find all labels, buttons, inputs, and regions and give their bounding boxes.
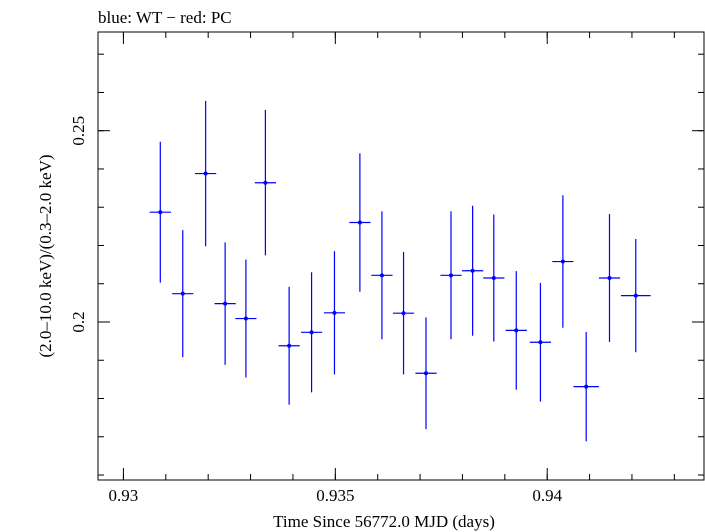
data-point bbox=[598, 214, 621, 342]
data-point bbox=[505, 271, 527, 390]
data-point bbox=[371, 211, 393, 340]
point-marker bbox=[203, 171, 208, 176]
point-marker bbox=[491, 275, 496, 280]
point-marker bbox=[538, 340, 543, 345]
data-point bbox=[254, 110, 276, 256]
data-point bbox=[278, 286, 300, 405]
axis-ticks: 0.93 0.935 0.94 0.25 0.2 bbox=[69, 32, 704, 505]
point-marker bbox=[424, 371, 429, 376]
point-marker bbox=[332, 310, 337, 315]
data-point bbox=[462, 205, 484, 336]
y-tick-label: 0.25 bbox=[69, 116, 88, 146]
data-point bbox=[529, 282, 552, 402]
point-marker bbox=[287, 343, 292, 348]
data-point bbox=[415, 317, 437, 430]
data-point bbox=[392, 251, 415, 375]
plot-frame bbox=[97, 31, 705, 481]
point-marker bbox=[560, 259, 565, 264]
x-tick-label: 0.935 bbox=[316, 486, 354, 505]
point-marker bbox=[158, 210, 163, 215]
y-tick-label: 0.2 bbox=[69, 311, 88, 332]
x-tick-label: 0.94 bbox=[532, 486, 562, 505]
data-point bbox=[172, 230, 194, 358]
point-marker bbox=[584, 384, 589, 389]
data-point bbox=[323, 251, 346, 375]
point-marker bbox=[401, 311, 406, 316]
data-point bbox=[573, 331, 599, 442]
point-marker bbox=[223, 301, 228, 306]
point-marker bbox=[470, 268, 475, 273]
chart-title: blue: WT − red: PC bbox=[98, 8, 232, 27]
data-points bbox=[149, 100, 651, 442]
x-axis-label: Time Since 56772.0 MJD (days) bbox=[273, 512, 495, 531]
data-point bbox=[149, 141, 171, 283]
point-marker bbox=[633, 293, 638, 298]
point-marker bbox=[263, 180, 268, 185]
point-marker bbox=[379, 273, 384, 278]
data-point bbox=[195, 100, 217, 247]
point-marker bbox=[180, 291, 185, 296]
data-point bbox=[349, 153, 371, 292]
point-marker bbox=[514, 328, 519, 333]
point-marker bbox=[243, 316, 248, 321]
y-axis-label: (2.0–10.0 keV)/(0.3–2.0 keV) bbox=[36, 154, 55, 357]
data-point bbox=[214, 242, 236, 365]
point-marker bbox=[309, 330, 314, 335]
point-marker bbox=[607, 275, 612, 280]
data-point bbox=[483, 214, 505, 342]
point-marker bbox=[449, 273, 454, 278]
data-point bbox=[552, 195, 574, 328]
data-point bbox=[235, 259, 257, 378]
data-point bbox=[620, 238, 651, 353]
x-tick-label: 0.93 bbox=[109, 486, 139, 505]
point-marker bbox=[357, 220, 362, 225]
data-point bbox=[440, 211, 462, 340]
data-point bbox=[300, 272, 323, 393]
